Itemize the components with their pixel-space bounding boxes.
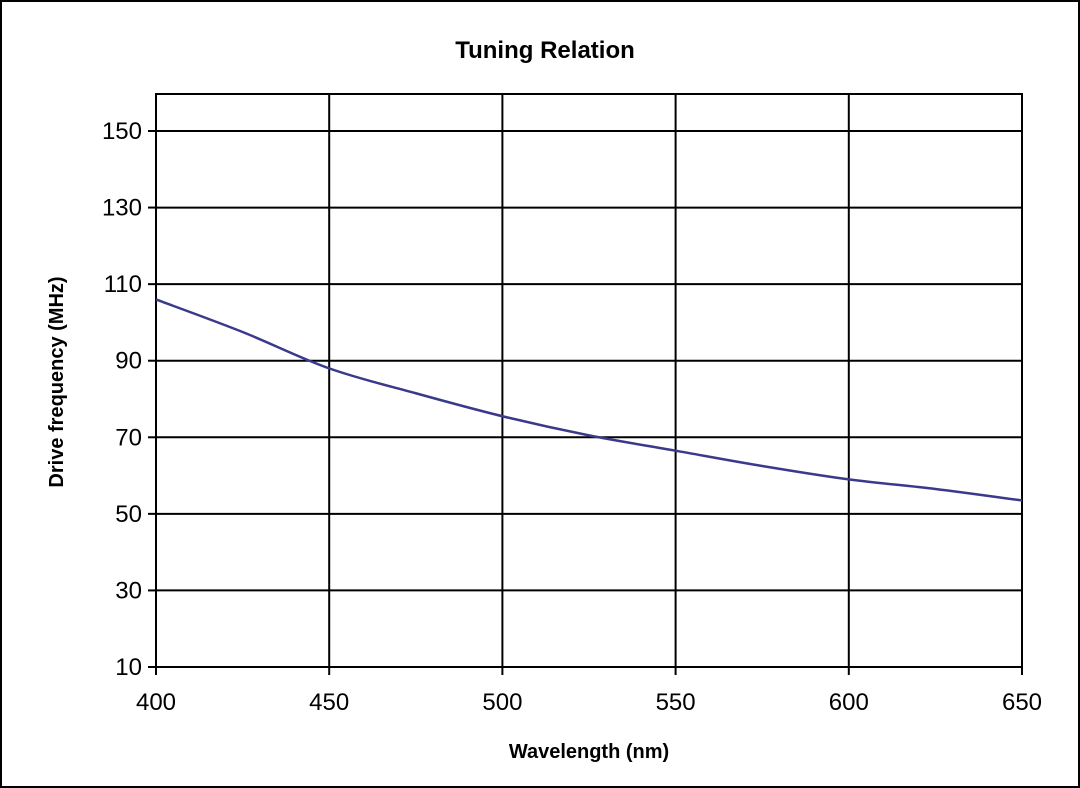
y-tick-label: 90 — [115, 348, 142, 375]
y-tick-label: 150 — [102, 118, 142, 145]
y-tick-label: 10 — [115, 654, 142, 681]
plot-area — [155, 93, 1023, 668]
x-tick-label: 500 — [482, 689, 522, 716]
series-layer — [155, 298, 1023, 502]
y-tick-label: 50 — [115, 501, 142, 528]
y-tick-label: 70 — [115, 424, 142, 451]
y-axis-label: Drive frequency (MHz) — [46, 276, 68, 487]
x-tick-label: 550 — [656, 689, 696, 716]
x-tick-label: 600 — [829, 689, 869, 716]
x-tick-label: 400 — [136, 689, 176, 716]
y-axis-ticks: 10 30 50 70 90 110 130 150 — [102, 118, 156, 681]
chart-title: Tuning Relation — [455, 37, 635, 64]
y-tick-label: 130 — [102, 195, 142, 222]
x-tick-label: 450 — [309, 689, 349, 716]
x-axis-ticks: 400 450 500 550 600 650 — [136, 667, 1042, 716]
x-tick-label: 650 — [1002, 689, 1042, 716]
y-tick-label: 30 — [115, 577, 142, 604]
series-line — [155, 298, 1023, 502]
x-axis-label: Wavelength (nm) — [509, 741, 669, 763]
y-tick-label: 110 — [104, 271, 142, 298]
grid — [155, 94, 1023, 668]
